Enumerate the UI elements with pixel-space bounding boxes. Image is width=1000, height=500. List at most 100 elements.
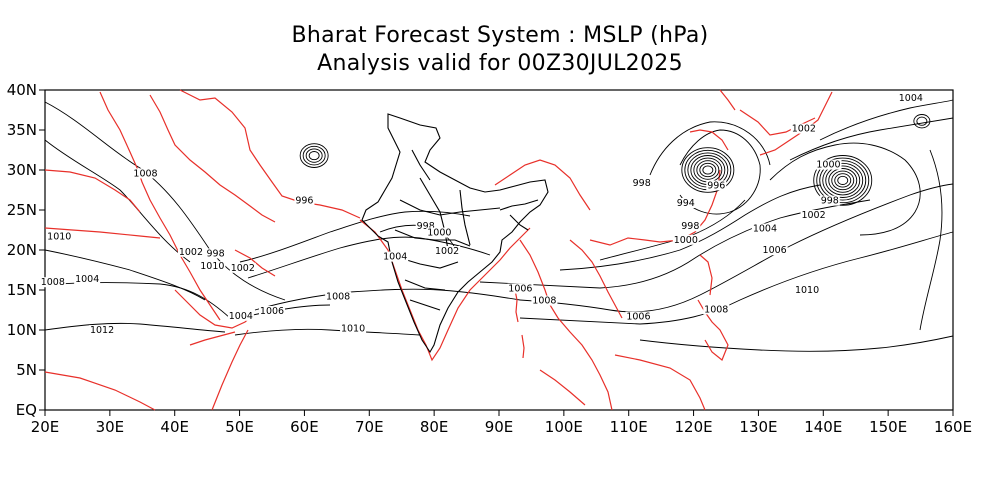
isobar-label-bg	[132, 168, 159, 179]
x-tick-label: 120E	[675, 418, 713, 436]
y-tick-label: 20N	[7, 241, 37, 259]
isobar-label: 994	[677, 198, 695, 209]
isobar-label-bg	[897, 93, 924, 104]
coastline	[179, 89, 361, 219]
chart-title-block: Bharat Forecast System : MSLP (hPa) Anal…	[0, 22, 1000, 78]
isobar-ring	[302, 145, 326, 166]
isobar-label-bg	[761, 245, 788, 256]
isobar-label: 1000	[816, 160, 840, 171]
coastline	[539, 369, 586, 406]
isobar-label-bg	[531, 295, 558, 306]
isobar-label-bg	[434, 246, 461, 256]
isobar-label-bg	[631, 178, 652, 188]
isobar-label-bg	[815, 159, 842, 170]
isobar-label: 998	[207, 248, 225, 259]
y-tick-label: 30N	[7, 161, 37, 179]
isobar-ring	[837, 175, 849, 185]
isobar-line	[247, 236, 491, 279]
isobar-ring	[696, 160, 720, 180]
isobar-ring	[299, 143, 329, 168]
isobar-label-bg	[794, 285, 821, 296]
isobar-label-bg	[325, 291, 352, 302]
isobar-label: 998	[681, 221, 699, 232]
x-tick-label: 50E	[225, 418, 254, 436]
coastline	[99, 91, 221, 321]
coastline	[234, 249, 276, 277]
chart-subtitle: Analysis valid for 00Z30JUL2025	[317, 51, 683, 76]
isobar-line	[679, 129, 761, 215]
chart-title: Bharat Forecast System : MSLP (hPa)	[291, 23, 709, 48]
isobar-ring	[825, 165, 861, 196]
isobar-ring	[822, 162, 864, 198]
state-border	[399, 199, 501, 216]
y-tick-label: 15N	[7, 281, 37, 299]
isobar-label-bg	[259, 306, 285, 316]
isobar-label-bg	[74, 274, 101, 284]
y-tick-label: 25N	[7, 201, 37, 219]
isobar-line	[44, 101, 286, 301]
isobar-ring	[819, 160, 867, 201]
coastline	[521, 334, 525, 359]
isobar-label-bg	[426, 227, 453, 238]
coastline	[211, 329, 249, 411]
isobar-label: 1004	[75, 274, 99, 285]
isobar-ring	[828, 168, 858, 193]
isobar-label: 1002	[179, 247, 203, 258]
x-tick-label: 30E	[96, 418, 125, 436]
isobar-line	[519, 231, 954, 325]
isobar-label: 1000	[674, 235, 698, 246]
isobar-label-bg	[39, 277, 66, 288]
x-tick-label: 70E	[355, 418, 384, 436]
isobar-label-bg	[205, 248, 226, 259]
coastline	[44, 371, 156, 411]
coastline	[519, 239, 613, 411]
isobar-label: 1008	[532, 296, 556, 307]
isobar-ring	[699, 162, 717, 178]
isobar-label-bg	[177, 246, 204, 257]
isobar-label: 1010	[341, 324, 365, 335]
isobar-ring	[305, 148, 323, 163]
isobar-label-bg	[751, 223, 778, 234]
isobar-ring	[813, 155, 873, 206]
isobar-label-bg	[89, 325, 116, 336]
isobar-label: 1006	[763, 245, 787, 256]
coastline	[614, 354, 706, 411]
isobar-label: 1002	[231, 263, 255, 274]
isobar-ring	[681, 147, 735, 193]
india-state-borders	[361, 113, 549, 354]
isobar-label: 1006	[508, 284, 532, 295]
isobar-label-bg	[382, 251, 409, 262]
isobar-label-bg	[294, 195, 315, 206]
isobar-label: 1008	[326, 292, 350, 303]
isobar-label: 1004	[383, 252, 407, 263]
isobar-label-bg	[800, 210, 827, 220]
isobar-line	[649, 121, 771, 176]
isobar-ring	[913, 114, 931, 129]
x-tick-label: 60E	[290, 418, 319, 436]
coastline	[174, 289, 253, 329]
y-tick-label: EQ	[16, 401, 37, 419]
india-outline	[361, 113, 549, 354]
y-tick-label: 35N	[7, 121, 37, 139]
coastline	[689, 129, 729, 151]
x-tick-label: 20E	[31, 418, 60, 436]
isobar-line	[519, 183, 954, 313]
isobar-label: 1010	[795, 285, 819, 296]
isobar-line	[819, 99, 954, 141]
isobar-label: 1008	[41, 277, 65, 288]
isobar-label-bg	[625, 311, 652, 322]
coastline	[494, 159, 591, 211]
x-tick-label: 90E	[485, 418, 514, 436]
coastline	[719, 89, 736, 111]
isobar-label: 1012	[90, 325, 114, 336]
isobar-label-bg	[229, 262, 256, 273]
isobar-label-bg	[415, 221, 436, 232]
isobar-labels: 1008 1010 1008 1004 1012 1002 998 1010 1002 1004 1…	[39, 93, 924, 336]
y-tick-label: 5N	[16, 361, 37, 379]
isobar-label: 996	[295, 196, 313, 207]
isobar-line	[254, 288, 521, 311]
isobar-label-bg	[703, 304, 730, 315]
isobar-ring	[308, 151, 320, 161]
isobar-line	[44, 139, 191, 263]
isobar-ring	[831, 170, 855, 191]
